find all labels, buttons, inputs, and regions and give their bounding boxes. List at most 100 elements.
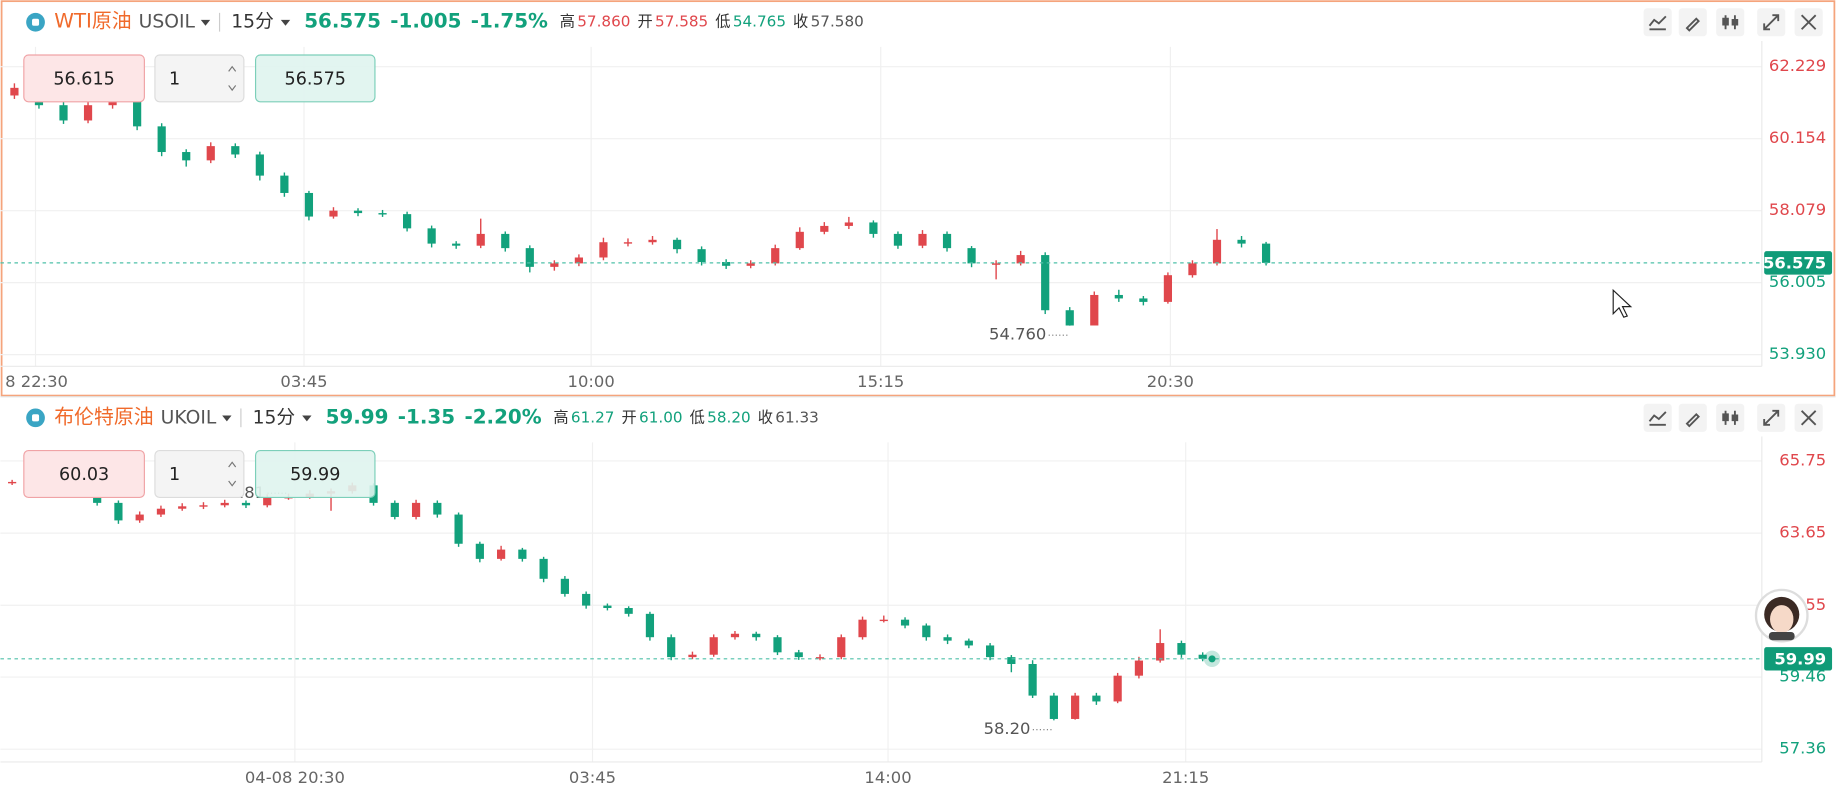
x-tick-label: 14:00 xyxy=(864,768,911,787)
candle-body xyxy=(922,625,931,638)
candle-body xyxy=(645,613,655,638)
candle-body xyxy=(156,508,166,515)
interval[interactable]: 15分 xyxy=(231,12,274,33)
buy-button[interactable] xyxy=(254,54,376,103)
candle-body xyxy=(1156,643,1165,661)
header-change-pct: -2.20% xyxy=(464,405,541,428)
stat-value: 57.580 xyxy=(811,13,864,31)
panel: WTI原油 USOIL 15分 56.575 -1.005 -1.75% 高 57.860 开 5… xyxy=(0,0,1836,397)
toolbar-glyph xyxy=(1685,412,1700,428)
quantity-spinner[interactable] xyxy=(228,461,237,487)
stat-label: 收 xyxy=(758,408,773,426)
dropdown-caret[interactable] xyxy=(302,415,312,422)
candle-body xyxy=(624,608,633,614)
toolbar-glyph xyxy=(1800,410,1817,426)
instrument-symbol[interactable]: USOIL xyxy=(139,12,196,33)
y-tick-label: 62.229 xyxy=(1769,56,1826,75)
candle-body xyxy=(623,242,633,244)
candle-body xyxy=(539,558,548,579)
candle-body xyxy=(918,233,927,246)
candle-body xyxy=(858,619,867,638)
toolbar-glyph xyxy=(1722,15,1739,30)
instrument-symbol[interactable]: UKOIL xyxy=(161,407,217,428)
interval[interactable]: 15分 xyxy=(253,407,296,428)
candle-body xyxy=(59,105,68,121)
candle-body xyxy=(773,637,782,653)
candle-body xyxy=(795,231,804,249)
mouse-cursor xyxy=(1612,288,1633,318)
candle-body xyxy=(1049,695,1058,719)
candle-body xyxy=(844,222,853,226)
stat-label: 开 xyxy=(637,13,652,31)
quantity-value: 1 xyxy=(169,70,180,90)
stat-value: 57.585 xyxy=(655,13,708,31)
candle-body xyxy=(518,549,527,559)
candle-body xyxy=(1090,294,1099,326)
candle-body xyxy=(390,502,399,517)
candle-body xyxy=(378,213,387,215)
panel: 布伦特原油 UKOIL 15分 59.99 -1.35 -2.20% 高 61.27 开 61.0… xyxy=(0,396,1836,787)
symbol-icon-mark xyxy=(32,414,40,422)
sell-button[interactable] xyxy=(23,450,145,498)
candle-body xyxy=(688,654,697,658)
candle-body xyxy=(599,242,608,258)
toolbar-glyph xyxy=(1648,15,1667,31)
candle-body xyxy=(560,578,569,594)
candle-body xyxy=(206,146,215,161)
candle-body xyxy=(771,248,780,264)
candle-body xyxy=(501,233,510,249)
quantity-input[interactable] xyxy=(154,450,245,498)
candle-body xyxy=(525,248,534,267)
candle-body xyxy=(667,637,676,658)
candle-body xyxy=(1177,643,1186,655)
candle-body xyxy=(746,263,755,266)
candle-body xyxy=(1028,663,1037,696)
annotation-label: 58.20 xyxy=(984,719,1031,738)
candle-body xyxy=(1134,660,1144,676)
candle-body xyxy=(992,263,1001,265)
toolbar-button[interactable] xyxy=(1716,8,1745,37)
stat-label: 低 xyxy=(715,13,730,31)
sell-button[interactable] xyxy=(23,54,145,103)
y-tick-label: 57.36 xyxy=(1779,739,1826,758)
x-tick-label: 15:15 xyxy=(857,372,904,391)
candle-body xyxy=(648,239,657,243)
y-tick-label: 60.154 xyxy=(1769,128,1826,147)
toolbar-glyph xyxy=(1685,17,1700,32)
candle-body xyxy=(1092,695,1101,702)
toolbar-glyph xyxy=(1763,409,1780,426)
candle-body xyxy=(454,514,463,544)
candle-body xyxy=(135,514,144,521)
candle-body xyxy=(108,99,117,106)
candle-body xyxy=(879,619,888,622)
candle-body xyxy=(582,593,591,606)
dropdown-caret[interactable] xyxy=(200,19,211,26)
dropdown-caret[interactable] xyxy=(280,19,291,26)
candle-body xyxy=(837,637,846,658)
candle-body xyxy=(220,502,229,506)
quantity-input[interactable] xyxy=(154,54,245,103)
instrument-name[interactable]: WTI原油 xyxy=(54,10,131,33)
dropdown-caret[interactable] xyxy=(222,415,232,422)
y-tick-label: 59.46 xyxy=(1779,667,1826,686)
buy-button[interactable] xyxy=(254,450,376,498)
candle-body xyxy=(255,154,264,176)
header-change-pct: -1.75% xyxy=(471,10,548,33)
candle-body xyxy=(730,633,740,638)
y-tick-label: 53.930 xyxy=(1769,344,1826,363)
candle-body xyxy=(304,192,314,217)
toolbar-button[interactable] xyxy=(1716,403,1745,432)
instrument-name[interactable]: 布伦特原油 xyxy=(54,405,153,428)
x-tick-label: 21:15 xyxy=(1162,768,1209,787)
candle-body xyxy=(83,105,93,121)
candle-body xyxy=(967,248,976,264)
quantity-spinner[interactable] xyxy=(228,65,237,92)
candle-body xyxy=(574,257,583,264)
candle-body xyxy=(1113,675,1122,702)
candle-body xyxy=(452,243,461,246)
sell-price: 56.615 xyxy=(53,70,114,90)
stat-label: 开 xyxy=(621,408,636,426)
candle-body xyxy=(10,87,19,96)
candle-body xyxy=(550,263,559,267)
candle-body xyxy=(1007,657,1016,664)
